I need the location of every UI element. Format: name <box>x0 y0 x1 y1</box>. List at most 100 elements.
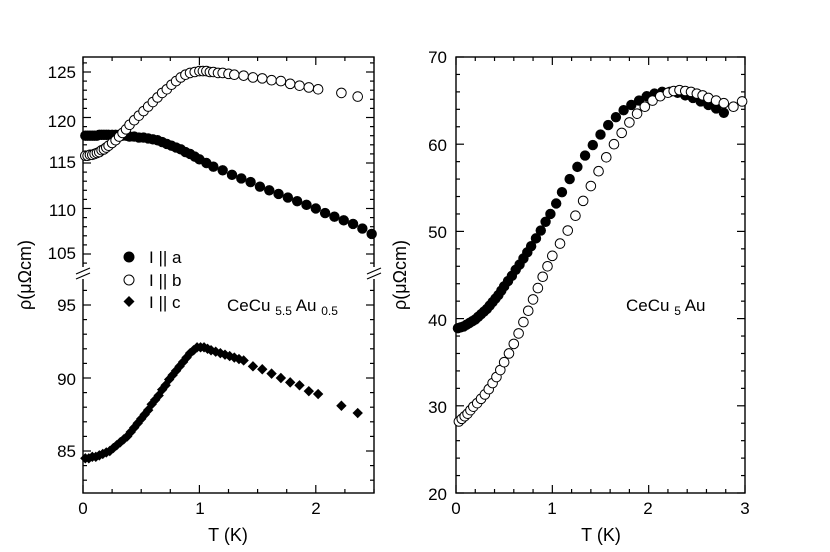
data-point-1 <box>736 96 748 107</box>
data-point-0 <box>217 165 228 176</box>
data-point-0 <box>264 185 275 196</box>
right-ytick-label: 40 <box>428 311 447 330</box>
data-point-1 <box>518 316 529 328</box>
data-point-0 <box>301 199 312 211</box>
data-point-1 <box>229 69 240 81</box>
legend-marker-filled-diamond <box>123 296 135 307</box>
data-point-2 <box>238 355 249 366</box>
left-tick-labels: 105 110 115 120 125 85 90 95 0 1 2 <box>48 63 321 518</box>
data-point-0 <box>254 181 266 192</box>
formula-sub1: 5 <box>674 304 681 318</box>
data-point-1 <box>593 165 604 177</box>
data-point-0 <box>595 129 606 140</box>
formula-sub2: 0.5 <box>321 304 338 318</box>
data-point-2 <box>257 364 268 375</box>
data-point-0 <box>347 218 359 230</box>
legend: I || a I || b I || c <box>123 248 182 312</box>
left-data-points <box>80 65 377 464</box>
data-point-0 <box>226 169 238 181</box>
formula-mid: Au <box>296 296 317 315</box>
data-point-1 <box>352 91 364 102</box>
right-xtick-label: 0 <box>451 499 460 518</box>
data-point-1 <box>275 75 287 87</box>
data-point-1 <box>718 97 730 109</box>
data-point-1 <box>600 151 612 163</box>
data-point-0 <box>208 161 219 172</box>
data-point-0 <box>603 119 614 131</box>
data-point-1 <box>616 127 627 139</box>
data-point-1 <box>532 282 544 294</box>
right-ytick-label: 70 <box>428 48 447 67</box>
data-point-1 <box>256 73 268 84</box>
left-xtick-label: 0 <box>78 499 87 518</box>
data-point-0 <box>357 223 368 234</box>
left-panel: 105 110 115 120 125 85 90 95 0 1 2 T (K)… <box>15 56 382 545</box>
data-point-0 <box>273 188 284 200</box>
left-sample-label: CeCu 5.5 Au 0.5 <box>227 296 338 319</box>
left-ytick-label: 95 <box>57 296 76 315</box>
data-point-0 <box>718 107 730 119</box>
data-point-0 <box>579 150 591 161</box>
data-point-1 <box>585 180 597 192</box>
data-point-1 <box>577 195 589 207</box>
data-point-1 <box>624 117 635 128</box>
left-ytick-label: 110 <box>49 201 76 220</box>
legend-label: I || b <box>149 271 181 290</box>
legend-marker-open-circle <box>123 274 135 286</box>
data-point-2 <box>266 368 277 379</box>
data-point-1 <box>247 72 259 83</box>
data-point-1 <box>639 101 651 113</box>
data-point-0 <box>338 215 349 226</box>
left-ytick-label: 90 <box>57 370 76 389</box>
data-point-0 <box>535 225 546 236</box>
data-point-0 <box>366 228 377 240</box>
data-point-1 <box>503 348 515 359</box>
data-point-0 <box>530 233 542 244</box>
data-point-1 <box>522 305 534 317</box>
data-point-2 <box>312 388 324 400</box>
data-point-2 <box>284 377 296 388</box>
data-point-2 <box>174 361 185 372</box>
left-xtick-label: 2 <box>311 499 320 518</box>
data-point-0 <box>329 211 340 222</box>
data-point-2 <box>129 422 140 433</box>
left-ytick-label: 105 <box>48 244 76 263</box>
formula-mid: Au <box>685 296 706 315</box>
right-ytick-label: 20 <box>428 485 447 504</box>
data-point-1 <box>570 210 581 222</box>
data-point-2 <box>352 407 363 419</box>
right-data-points <box>452 84 748 427</box>
legend-marker-filled-circle <box>123 251 135 263</box>
data-point-2 <box>336 400 347 411</box>
data-point-0 <box>618 104 629 116</box>
data-point-0 <box>550 198 562 209</box>
data-point-2 <box>294 380 305 391</box>
left-x-axis-title: T (K) <box>208 525 248 545</box>
right-ticks <box>455 56 746 494</box>
data-point-0 <box>525 241 537 252</box>
data-point-0 <box>310 203 321 214</box>
data-point-1 <box>547 250 558 262</box>
data-point-1 <box>728 101 739 113</box>
data-point-1 <box>336 87 347 99</box>
left-axis-break-right <box>366 267 382 280</box>
right-xtick-label: 3 <box>740 499 749 518</box>
right-plot-frame <box>455 56 746 494</box>
right-xtick-label: 1 <box>547 499 556 518</box>
right-xtick-label: 2 <box>643 499 652 518</box>
data-point-0 <box>587 139 598 151</box>
data-point-2 <box>303 385 315 397</box>
left-ytick-label: 120 <box>48 112 76 131</box>
data-point-0 <box>610 111 622 123</box>
data-point-1 <box>608 138 620 150</box>
formula-sub1: 5.5 <box>275 304 292 318</box>
data-point-0 <box>564 173 575 185</box>
data-point-1 <box>513 328 524 339</box>
legend-label: I || a <box>149 248 182 267</box>
data-point-0 <box>319 207 331 219</box>
data-point-1 <box>294 80 305 91</box>
data-point-1 <box>312 83 324 95</box>
data-point-1 <box>527 294 539 305</box>
data-point-1 <box>537 271 549 283</box>
